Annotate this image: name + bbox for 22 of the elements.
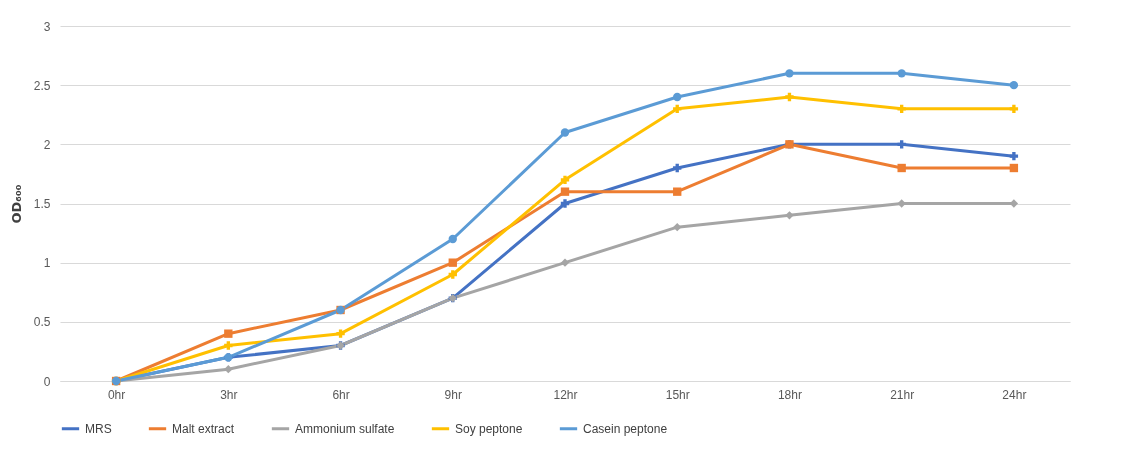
x-tick-label: 6hr [332,387,350,402]
x-tick-label: 21hr [890,387,915,402]
y-tick-label: 2.5 [33,78,51,93]
x-tick-label: 12hr [553,387,578,402]
y-tick-label: 0.5 [33,315,51,330]
legend-label: Ammonium sulfate [295,421,395,436]
y-tick-label: 3 [43,19,51,34]
x-tick-label: 0hr [107,387,126,402]
legend-label: MRS [85,421,112,436]
x-tick-label: 3hr [220,387,238,402]
y-axis-title: OD₆₀₀ [8,184,24,224]
y-tick-label: 1.5 [33,197,51,211]
y-tick-label: 2 [43,137,51,152]
legend-label: Soy peptone [455,421,523,436]
y-tick-label: 1 [43,256,51,271]
legend-label: Casein peptone [583,421,668,436]
legend-label: Malt extract [172,421,235,436]
y-tick-label: 0 [43,374,51,389]
x-tick-label: 24hr [1002,387,1027,402]
x-tick-label: 15hr [665,387,690,402]
x-tick-label: 18hr [777,387,802,402]
x-tick-label: 9hr [444,387,462,402]
